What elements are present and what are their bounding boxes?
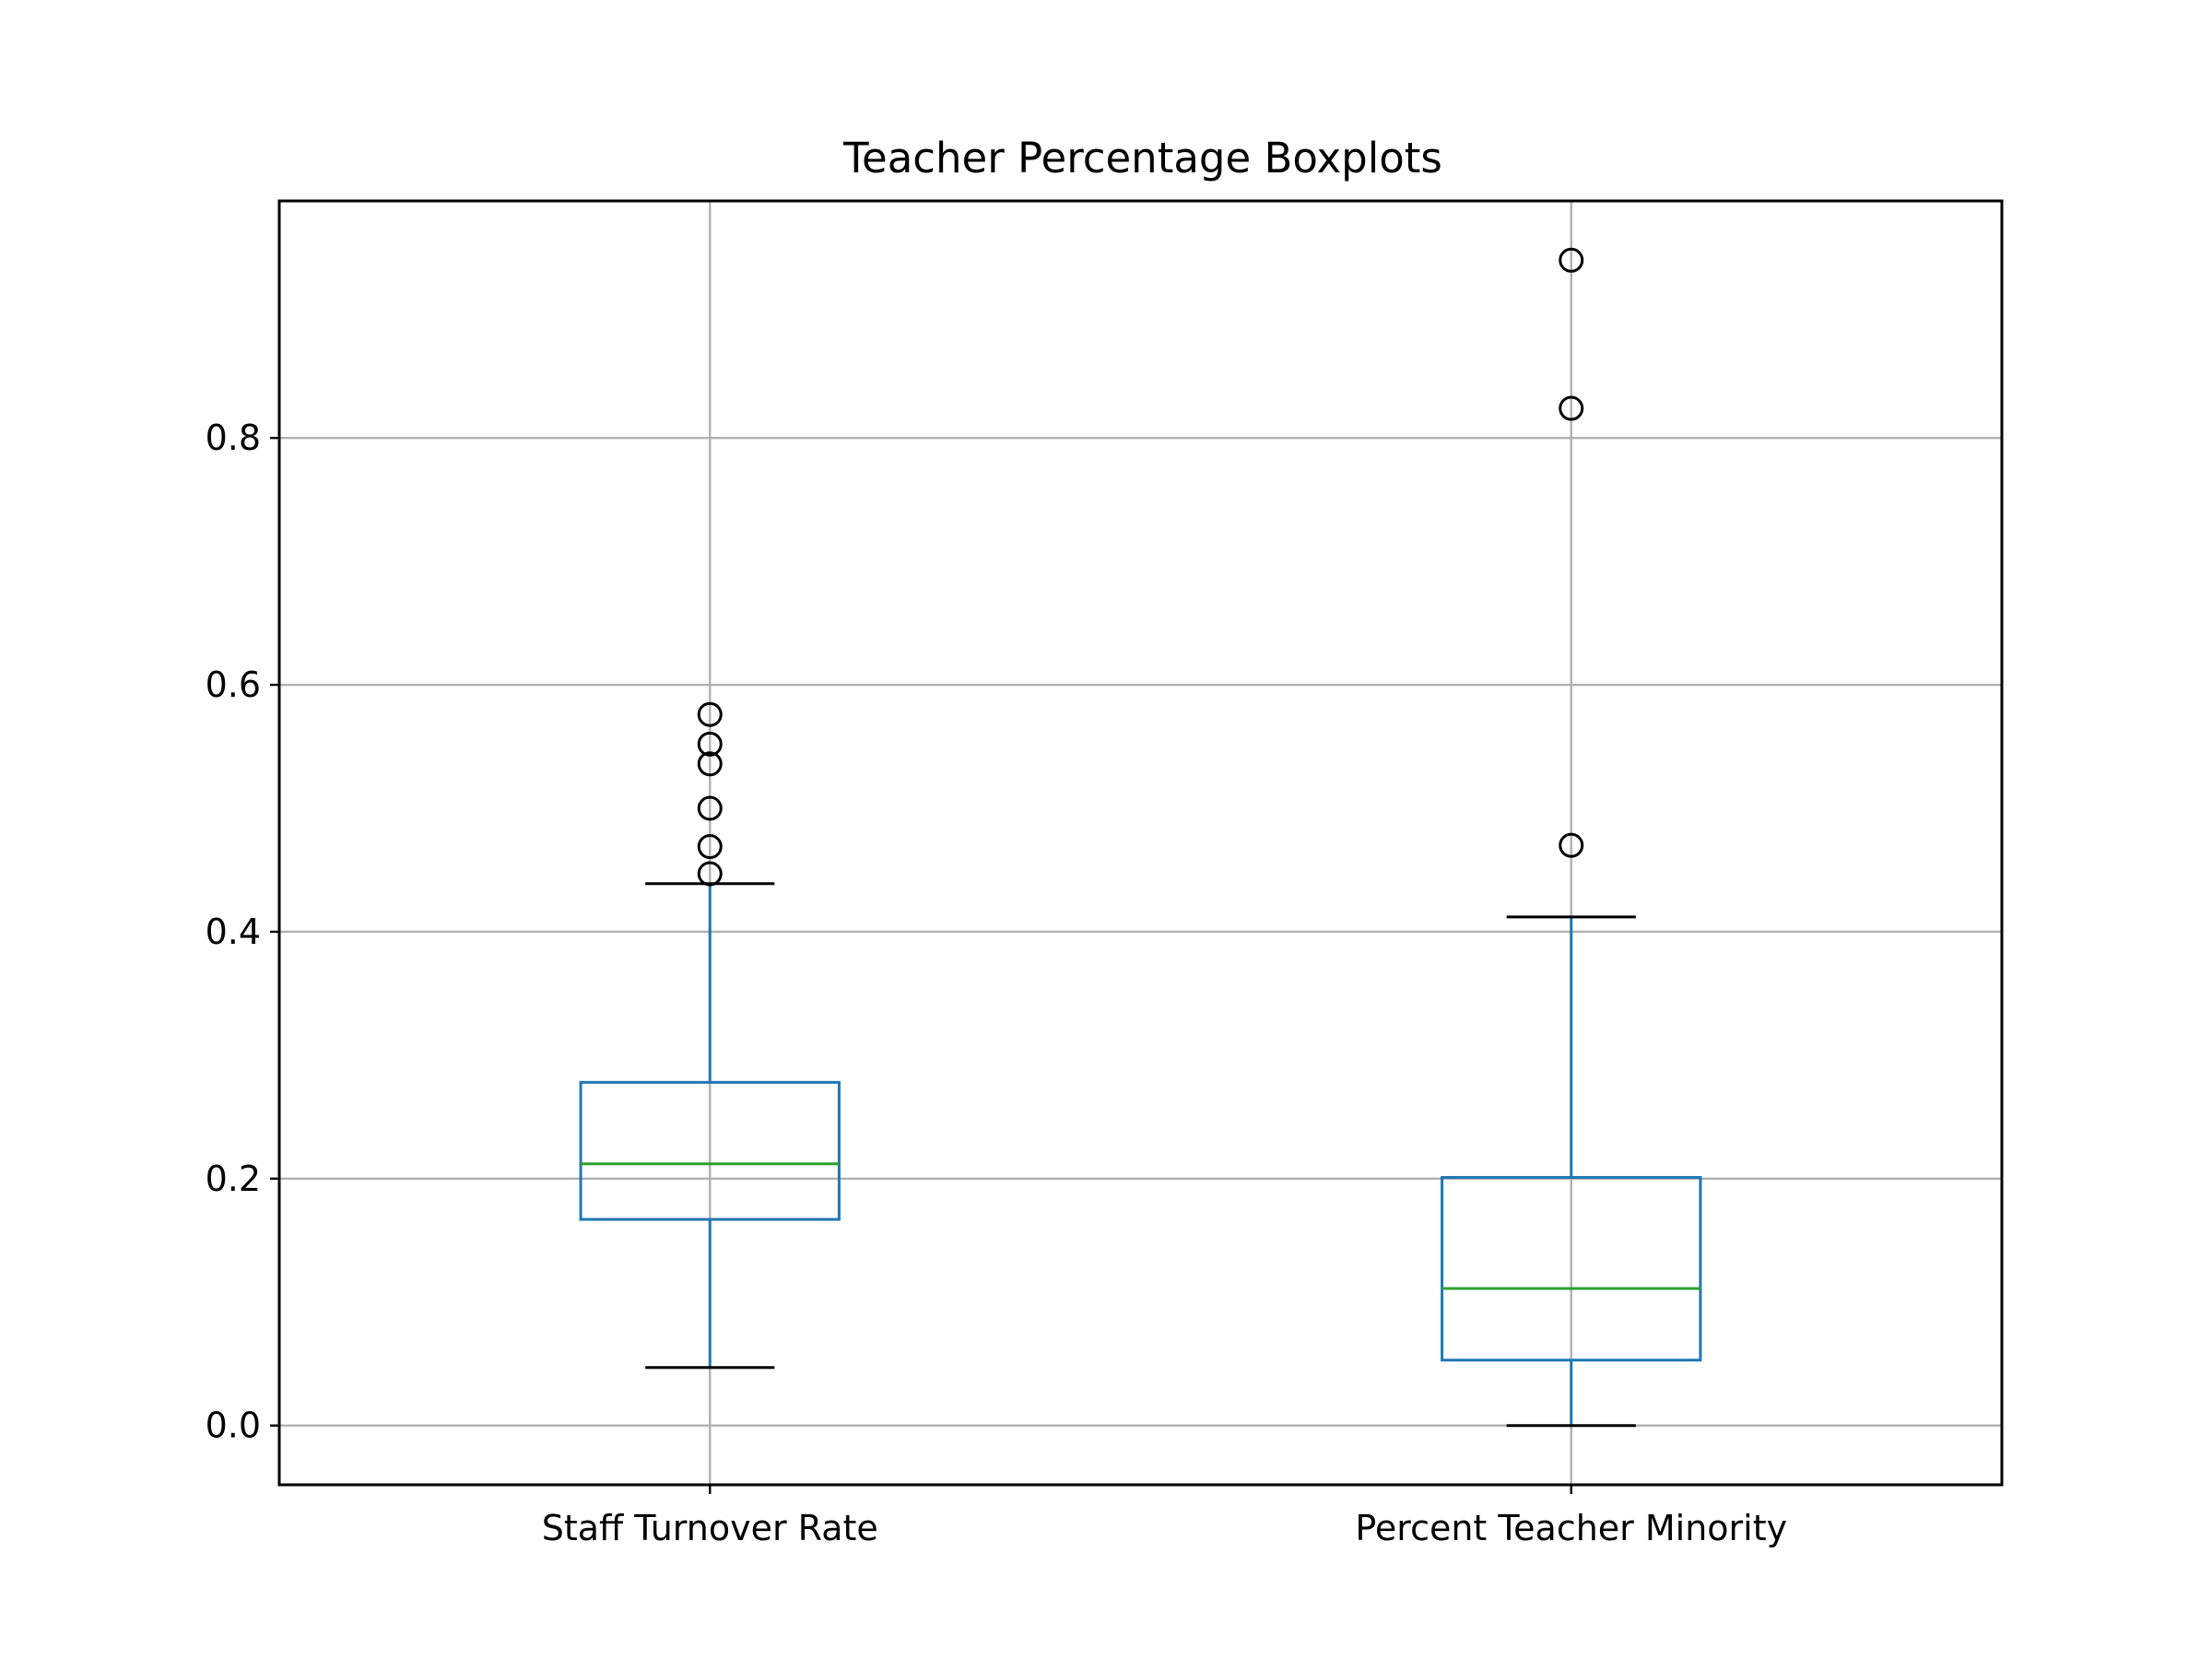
y-tick-label: 0.8	[206, 418, 261, 458]
outlier-point	[697, 701, 723, 727]
plot-area: 0.0 0.2 0.4 0.6 0.8 Staff Turnover Rate Percen…	[206, 199, 2004, 1548]
x-tick-label: Percent Teacher Minority	[1355, 1508, 1787, 1548]
outlier-point	[697, 731, 723, 757]
chart-title: Teacher Percentage Boxplots	[842, 134, 1442, 182]
iqr-box	[579, 1080, 841, 1221]
y-tick-label: 0.6	[206, 665, 261, 705]
outlier-point	[697, 861, 723, 887]
outlier-point	[697, 795, 723, 821]
outlier-point	[697, 751, 723, 777]
axes-frame	[277, 199, 2004, 1487]
outlier-point	[1559, 832, 1584, 858]
y-tick-label: 0.2	[206, 1159, 261, 1199]
x-tick-label: Staff Turnover Rate	[542, 1508, 878, 1548]
y-tick-label: 0.4	[206, 912, 261, 952]
outlier-point	[1559, 247, 1584, 273]
y-tick-label: 0.0	[206, 1406, 261, 1446]
iqr-box	[1441, 1175, 1702, 1362]
outlier-point	[697, 834, 723, 860]
outlier-point	[1559, 395, 1584, 421]
